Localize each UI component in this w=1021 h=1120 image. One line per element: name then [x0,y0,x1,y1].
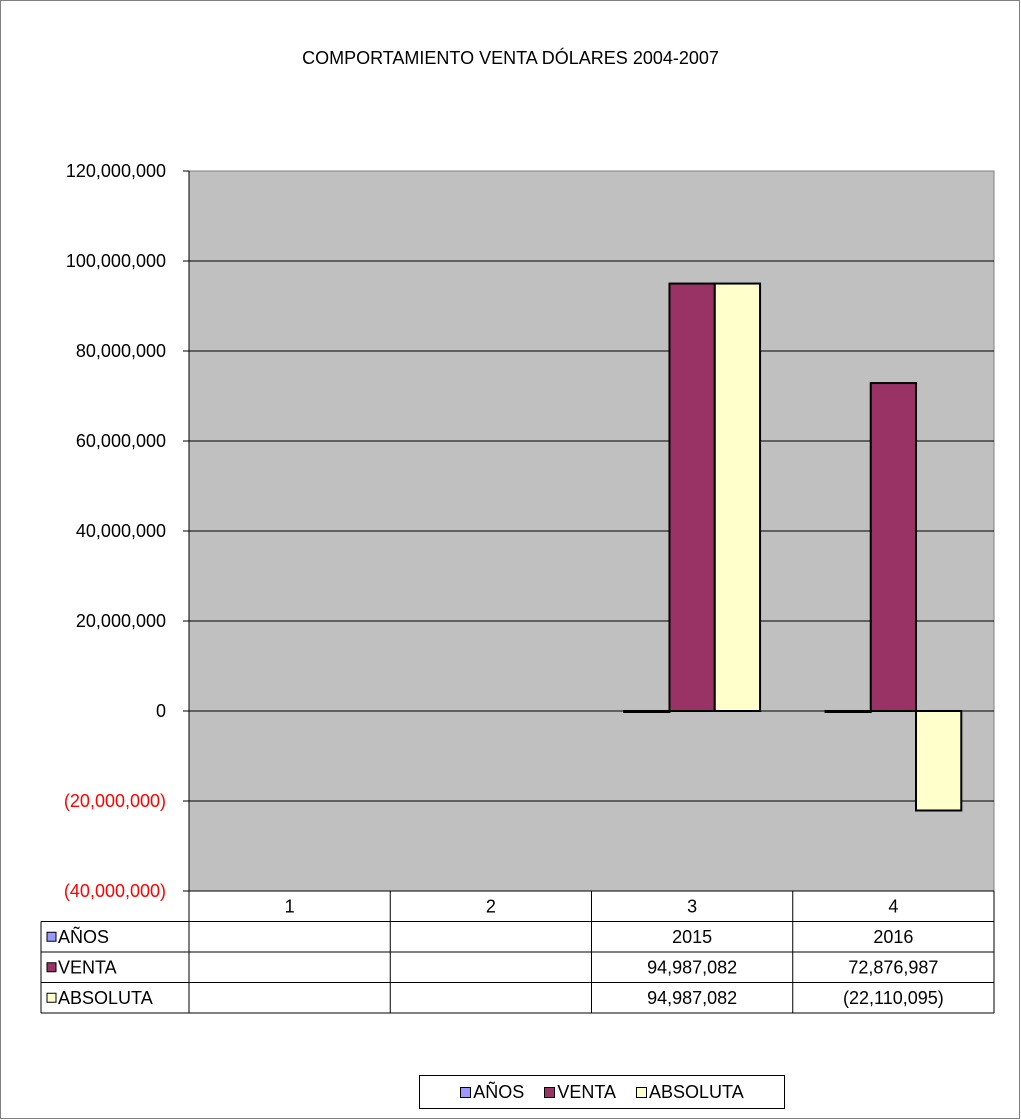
x-tick-label: 3 [687,896,697,916]
y-tick-label: 20,000,000 [76,611,166,631]
bar [668,282,716,712]
bar [623,709,671,713]
table-series-label: AÑOS [58,926,109,947]
table-swatch [46,962,57,973]
y-tick-label: 60,000,000 [76,431,166,451]
legend-item: ABSOLUTA [636,1082,744,1103]
table-series-label: ABSOLUTA [58,988,153,1008]
x-tick-label: 2 [486,896,496,916]
data-label: 2016 [873,927,913,947]
data-table: 1 2 3 4 AÑOS 2015 2016 VENTA 94,987,082 72,876,98… [40,890,995,1014]
plot-area [188,170,995,892]
legend: AÑOS VENTA ABSOLUTA [419,1075,785,1109]
bar [824,709,872,713]
data-label: (22,110,095) [843,988,944,1008]
x-tick-label: 4 [888,896,898,916]
legend-item: AÑOS [460,1082,524,1103]
legend-swatch [460,1086,472,1098]
y-tick-label: 120,000,000 [66,161,166,181]
data-label: 94,987,082 [647,957,737,977]
legend-swatch [544,1086,556,1098]
data-label: 72,876,987 [848,957,938,977]
legend-label: ABSOLUTA [649,1081,744,1102]
legend-label: VENTA [557,1081,616,1102]
table-swatch [46,992,57,1003]
y-tick-label: 0 [156,701,166,721]
legend-swatch [636,1086,647,1098]
data-label: 2015 [672,927,712,947]
y-tick-label: (40,000,000) [64,881,166,901]
legend-label: AÑOS [473,1081,525,1102]
bar [713,282,762,712]
y-tick-label: 100,000,000 [66,251,166,271]
x-tick-label: 1 [285,896,295,916]
y-tick-label: 40,000,000 [76,521,166,541]
y-axis: 120,000,000 100,000,000 80,000,000 60,000,0… [64,161,190,901]
bar [915,710,963,812]
bars [623,282,963,812]
y-tick-label: 80,000,000 [76,341,166,361]
data-label: 94,987,082 [647,988,737,1008]
bar [869,382,918,712]
legend-item: VENTA [544,1082,616,1103]
chart-title: COMPORTAMIENTO VENTA DÓLARES 2004-2007 [302,48,719,68]
table-swatch [46,931,57,942]
y-tick-label: (20,000,000) [64,791,166,811]
table-series-label: VENTA [58,957,117,977]
